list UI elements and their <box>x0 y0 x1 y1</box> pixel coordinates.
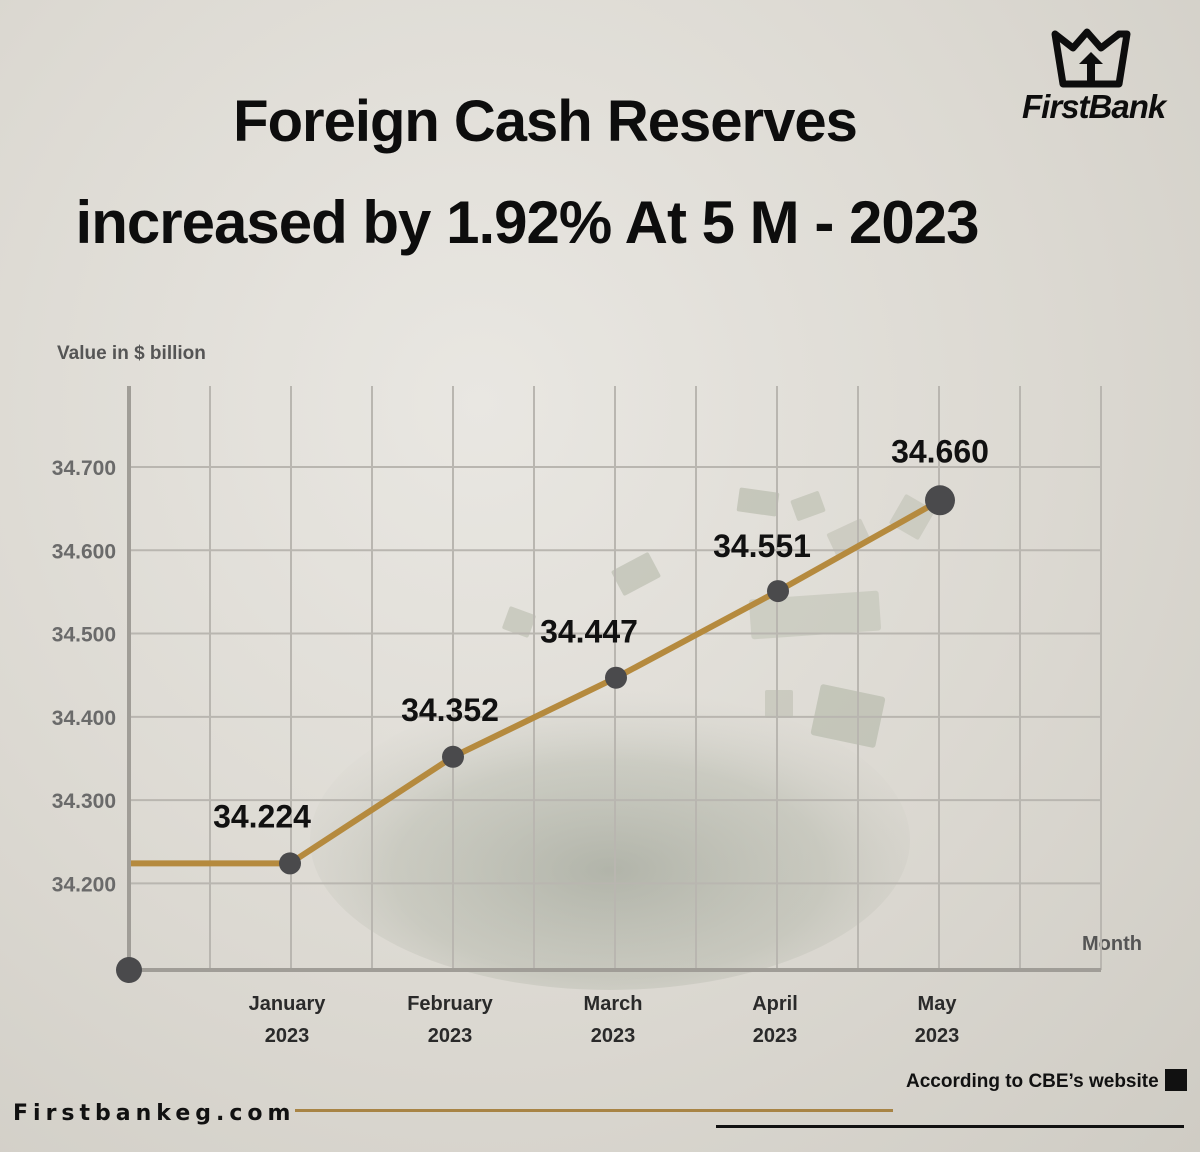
source-note: According to CBE’s website <box>906 1069 1187 1093</box>
cash-pile-illustration <box>310 487 935 990</box>
chart-title-line1: Foreign Cash Reserves <box>233 89 858 154</box>
y-tick-label: 34.700 <box>52 457 116 480</box>
data-label: 34.551 <box>713 528 811 564</box>
axis-origin-marker <box>116 957 142 983</box>
x-tick-label: January 2023 <box>249 993 327 1047</box>
footer-rule-gold <box>295 1109 893 1112</box>
x-tick-label: February 2023 <box>407 993 493 1047</box>
data-point <box>767 580 789 603</box>
data-point <box>279 852 301 875</box>
y-tick-label: 34.500 <box>52 624 116 647</box>
crown-arrow-icon <box>1051 28 1131 88</box>
footer-rule-black <box>716 1125 1184 1128</box>
chart-title-line2: increased by 1.92% At 5 M - 2023 <box>75 189 980 256</box>
data-label: 34.447 <box>540 614 638 650</box>
data-point <box>442 745 464 768</box>
x-axis-label: Month <box>1082 933 1142 955</box>
y-tick-label: 34.300 <box>52 790 116 813</box>
x-tick-label: March 2023 <box>584 993 643 1047</box>
source-square-icon <box>1164 1069 1187 1091</box>
y-tick-label: 34.600 <box>52 540 116 563</box>
x-tick-label: May 2023 <box>915 993 960 1047</box>
website-url: Firstbankeg.com <box>13 1101 296 1126</box>
data-label: 34.660 <box>891 433 989 469</box>
x-tick-label: April 2023 <box>752 993 798 1047</box>
y-tick-label: 34.400 <box>52 707 116 730</box>
series-line <box>131 497 942 867</box>
y-axis-label: Value in $ billion <box>57 343 206 364</box>
source-text: According to CBE’s website <box>906 1071 1159 1092</box>
data-point <box>605 666 627 689</box>
y-tick-label: 34.200 <box>52 873 116 896</box>
data-label: 34.224 <box>213 798 311 834</box>
data-point <box>925 485 955 516</box>
data-label: 34.352 <box>401 692 499 728</box>
brand-name: FirstBank <box>1022 88 1166 125</box>
